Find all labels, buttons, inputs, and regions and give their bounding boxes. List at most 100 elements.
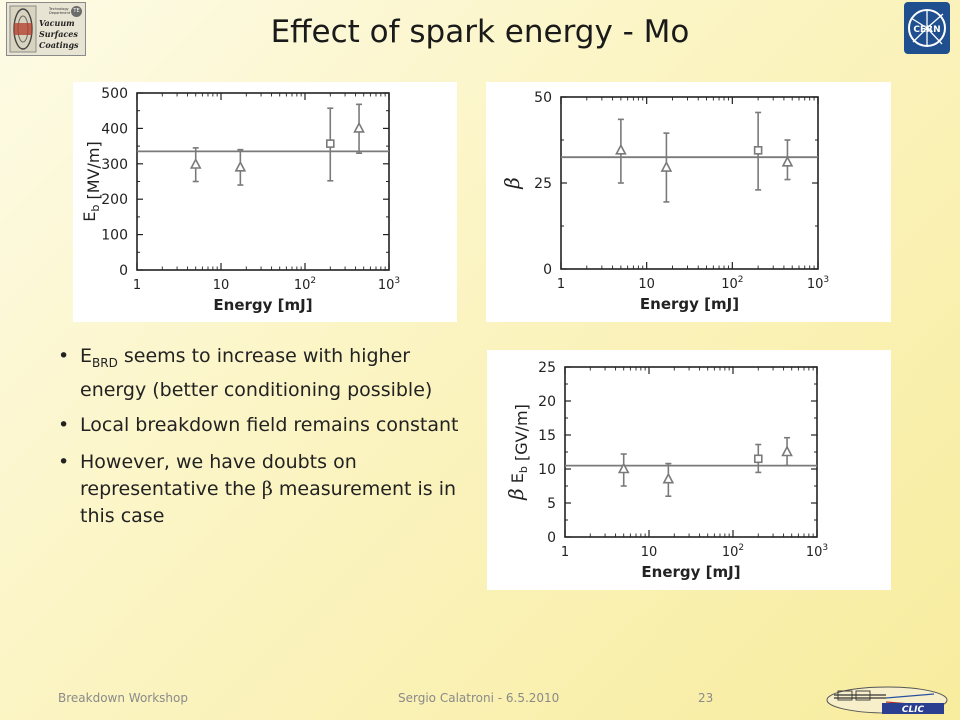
marker-triangle xyxy=(234,160,247,172)
data-point xyxy=(753,443,763,474)
marker-square xyxy=(753,146,763,155)
bullet-list: EBRD seems to increase with higher energ… xyxy=(56,343,476,530)
x-tick-exponent: 2 xyxy=(738,543,744,553)
plot-frame xyxy=(560,96,819,270)
bullet-1-sub: BRD xyxy=(92,355,118,370)
x-tick-label: 102 xyxy=(294,276,316,293)
y-tick-label: 15 xyxy=(538,428,556,444)
bullet-1-main: E xyxy=(80,345,93,367)
bullet-local-field: Local breakdown field remains constant xyxy=(56,412,476,439)
y-tick-label: 400 xyxy=(101,121,128,137)
chart-beta-eb: 0 5 10 15 20 25 1 10 102 103 Energy [mJ] β Eb [GV/m… xyxy=(504,360,828,581)
y-axis-label-char: m xyxy=(84,148,103,164)
y-axis-label: Eb [MV/m] xyxy=(80,141,103,221)
data-point xyxy=(753,111,763,191)
bullet-3-rest: measurement is in this case xyxy=(80,477,457,527)
y-axis-label-subscript: b xyxy=(517,466,530,473)
y-tick-label: 200 xyxy=(101,192,128,208)
logo-line-coatings: Coatings xyxy=(39,40,79,50)
data-point xyxy=(617,453,630,487)
plot-frame xyxy=(136,92,390,271)
data-point xyxy=(781,139,794,181)
clic-logo-text: CLIC xyxy=(902,705,925,715)
y-tick-label: 20 xyxy=(538,394,556,410)
x-tick-label: 1 xyxy=(133,278,141,293)
data-point xyxy=(660,132,673,203)
cern-logo: CERN xyxy=(902,0,952,56)
y-axis-label-char: m xyxy=(512,410,531,426)
coil-icon xyxy=(9,5,37,53)
marker-triangle xyxy=(660,160,673,172)
y-axis-label-char: E xyxy=(508,473,527,483)
x-tick-label: 10 xyxy=(641,545,658,560)
chart-beta-panel: 0 25 50 1 10 102 103 Energy [mJ] β xyxy=(486,82,891,322)
y-axis-label-char: V xyxy=(84,168,103,179)
x-tick-label: 10 xyxy=(638,277,655,292)
marker-triangle xyxy=(781,445,793,457)
chart-beta-eb-panel: 0 5 10 15 20 25 1 10 102 103 Energy [mJ] β Eb [GV/m… xyxy=(487,350,891,590)
y-axis-label: β xyxy=(500,177,524,190)
data-point xyxy=(662,462,675,497)
marker-triangle xyxy=(662,472,675,484)
y-axis-label-beta: β xyxy=(500,177,524,190)
logo-line-surfaces: Surfaces xyxy=(39,29,78,39)
bullet-ebrd: EBRD seems to increase with higher energ… xyxy=(56,343,476,404)
y-tick-label: 0 xyxy=(547,530,556,546)
chart-beta: 0 25 50 1 10 102 103 Energy [mJ] β xyxy=(500,90,829,313)
footer-author-date: Sergio Calatroni - 6.5.2010 xyxy=(398,691,560,705)
y-axis-label-char: E xyxy=(80,212,99,222)
bullet-3-symbol: β xyxy=(261,477,273,500)
data-point xyxy=(353,103,365,154)
logo-line-vacuum: Vacuum xyxy=(39,18,75,28)
y-axis-label-char: ] xyxy=(512,404,531,410)
y-axis-label-char: / xyxy=(512,425,531,431)
data-point xyxy=(234,148,247,186)
y-tick-label: 500 xyxy=(101,86,128,102)
logo-badge: TE xyxy=(71,6,82,17)
y-tick-label: 25 xyxy=(538,360,556,376)
y-axis-label-beta: β xyxy=(504,488,528,501)
marker-triangle xyxy=(617,462,630,474)
y-axis-label-char: G xyxy=(512,442,531,454)
x-tick-label: 102 xyxy=(721,275,743,292)
x-tick-label: 102 xyxy=(722,543,744,560)
plot-frame xyxy=(564,366,818,538)
data-point xyxy=(189,147,202,183)
y-axis-label-subscript: b xyxy=(89,205,102,212)
bullet-1-rest: seems to increase with higher energy (be… xyxy=(80,345,433,401)
marker-triangle xyxy=(615,143,627,155)
vacuum-surfaces-coatings-logo: Technology Department Vacuum Surfaces Co… xyxy=(6,2,86,56)
clic-accelerator-icon: CLIC xyxy=(826,686,948,715)
marker-triangle xyxy=(353,121,365,133)
chart-eb-panel: 0 100 200 300 400 500 1 10 102 103 Energy [mJ] Eb [… xyxy=(73,82,457,322)
x-tick-exponent: 2 xyxy=(738,275,744,285)
cern-emblem-icon: CERN xyxy=(904,2,950,54)
x-axis-label: Energy [mJ] xyxy=(641,563,740,581)
cern-logo-text: CERN xyxy=(913,25,940,35)
marker-square xyxy=(325,139,335,148)
x-tick-label: 1 xyxy=(557,277,565,292)
y-axis-label-char: V xyxy=(512,431,531,442)
y-tick-label: 50 xyxy=(534,90,552,106)
data-point xyxy=(325,107,335,182)
y-tick-label: 0 xyxy=(119,263,128,279)
x-tick-exponent: 2 xyxy=(310,276,316,286)
marker-triangle xyxy=(781,155,794,167)
y-axis-label-char: [ xyxy=(512,455,531,461)
y-axis-label: β Eb [GV/m] xyxy=(504,404,531,501)
y-axis-label-char: ] xyxy=(84,141,103,147)
slide-title: Effect of spark energy - Mo xyxy=(270,14,690,50)
x-tick-exponent: 3 xyxy=(822,543,828,553)
y-tick-label: 5 xyxy=(547,496,556,512)
y-axis-label-char: M xyxy=(84,179,103,193)
x-tick-label: 103 xyxy=(806,543,828,560)
x-tick-label: 1 xyxy=(561,545,569,560)
y-axis-label-char: / xyxy=(84,163,103,169)
y-tick-label: 0 xyxy=(543,262,552,278)
x-tick-label: 10 xyxy=(213,278,230,293)
bullet-3-main: However, we have doubts on representativ… xyxy=(80,450,357,500)
y-tick-label: 10 xyxy=(538,462,556,478)
bullet-2-main: Local breakdown field remains constant xyxy=(80,413,459,436)
x-tick-label: 103 xyxy=(807,275,829,292)
footer-page-number: 23 xyxy=(698,691,714,705)
